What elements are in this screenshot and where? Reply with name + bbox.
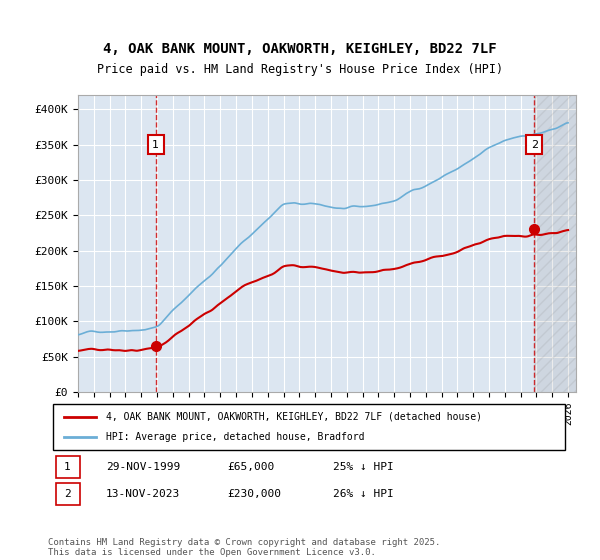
Text: 4, OAK BANK MOUNT, OAKWORTH, KEIGHLEY, BD22 7LF (detached house): 4, OAK BANK MOUNT, OAKWORTH, KEIGHLEY, B…: [106, 412, 482, 422]
FancyBboxPatch shape: [56, 483, 80, 505]
Text: HPI: Average price, detached house, Bradford: HPI: Average price, detached house, Brad…: [106, 432, 365, 442]
Text: 25% ↓ HPI: 25% ↓ HPI: [333, 462, 394, 472]
FancyBboxPatch shape: [53, 404, 565, 450]
Text: 4, OAK BANK MOUNT, OAKWORTH, KEIGHLEY, BD22 7LF: 4, OAK BANK MOUNT, OAKWORTH, KEIGHLEY, B…: [103, 42, 497, 56]
FancyBboxPatch shape: [56, 456, 80, 478]
Text: 2: 2: [531, 139, 538, 150]
Text: Price paid vs. HM Land Registry's House Price Index (HPI): Price paid vs. HM Land Registry's House …: [97, 63, 503, 76]
Text: £230,000: £230,000: [227, 489, 281, 498]
Bar: [535, 95, 576, 392]
Text: 1: 1: [152, 139, 159, 150]
Text: 26% ↓ HPI: 26% ↓ HPI: [333, 489, 394, 498]
Text: £65,000: £65,000: [227, 462, 275, 472]
Text: 13-NOV-2023: 13-NOV-2023: [106, 489, 181, 498]
Text: 29-NOV-1999: 29-NOV-1999: [106, 462, 181, 472]
Text: 2: 2: [64, 489, 71, 498]
Text: 1: 1: [64, 462, 71, 472]
Text: Contains HM Land Registry data © Crown copyright and database right 2025.
This d: Contains HM Land Registry data © Crown c…: [48, 538, 440, 557]
